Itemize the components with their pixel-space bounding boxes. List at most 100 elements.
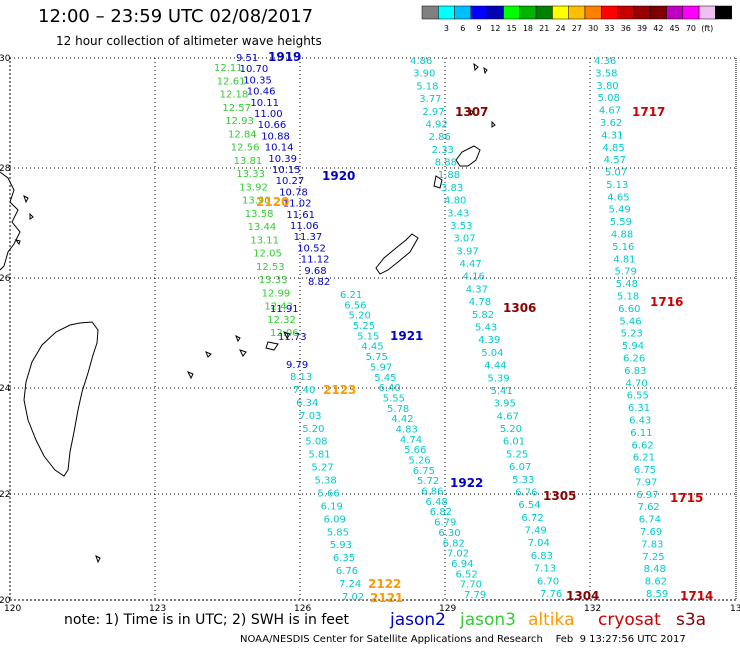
colorbar-label: 33 — [604, 24, 614, 33]
wave-height-label: 7.83 — [641, 539, 663, 550]
colorbar-label: 3 — [444, 24, 449, 33]
wave-height-label: 5.41 — [490, 386, 512, 397]
colorbar-label: 39 — [637, 24, 647, 33]
wave-height-label: 5.20 — [349, 311, 371, 322]
wave-height-label: 8.82 — [308, 277, 330, 288]
track-id-label: 1304 — [566, 589, 599, 603]
colorbar-swatch — [535, 5, 553, 20]
wave-height-label: 7.97 — [635, 477, 657, 488]
china-coast — [0, 171, 21, 271]
wave-height-label: 7.76 — [540, 589, 562, 600]
track-id-label: 1717 — [632, 105, 665, 119]
wave-height-label: 4.44 — [484, 361, 506, 372]
wave-height-label: 4.67 — [497, 411, 519, 422]
wave-height-label: 4.86 — [410, 56, 432, 67]
daito-islands — [95, 371, 194, 564]
colorbar: 3 6 9 12 15 18 21 24 27 30 33 36 39 42 45 70 (ft) — [421, 5, 732, 33]
wave-height-label: 10.14 — [265, 143, 294, 154]
wave-height-label: 7.79 — [464, 590, 486, 601]
wave-height-label: 5.78 — [387, 404, 409, 415]
wave-height-label: 7.13 — [534, 564, 556, 575]
lon-tick-label: 129 — [439, 604, 456, 614]
track-id-label: 1307 — [455, 105, 488, 119]
colorbar-label: 36 — [621, 24, 631, 33]
track-id-label: 2123 — [323, 383, 356, 397]
colorbar-swatch — [519, 5, 537, 20]
wave-height-label: 6.70 — [537, 576, 559, 587]
wave-height-label: 5.18 — [416, 81, 438, 92]
colorbar-swatch — [421, 5, 439, 20]
wave-height-label: 3.77 — [419, 94, 441, 105]
colorbar-label: 45 — [670, 24, 680, 33]
wave-height-label: 6.21 — [633, 453, 655, 464]
wave-height-label: 4.36 — [594, 56, 616, 67]
wave-height-label: 13.58 — [245, 209, 274, 220]
wave-height-label: 6.31 — [628, 403, 650, 414]
wave-height-label: 6.79 — [434, 518, 456, 529]
wave-height-label: 11.61 — [286, 210, 315, 221]
wave-height-label: 5.79 — [615, 267, 637, 278]
wave-height-label: 5.66 — [318, 488, 340, 499]
wave-height-label: 8.59 — [646, 589, 668, 600]
colorbar-label: 9 — [477, 24, 482, 33]
wave-height-label: 6.19 — [321, 501, 343, 512]
mission-s3a-label: s3a — [676, 610, 707, 630]
wave-height-label: 12.99 — [262, 288, 291, 299]
wave-height-label: 6.48 — [426, 497, 448, 508]
wave-height-label: 7.03 — [299, 411, 321, 422]
wave-height-label: 4.39 — [478, 335, 500, 346]
track-id-label: 1306 — [503, 301, 536, 315]
wave-height-label: 7.70 — [460, 580, 482, 591]
colorbar-swatch — [552, 5, 569, 20]
wave-height-label: 5.38 — [314, 476, 336, 487]
lon-tick-label: 135 — [730, 604, 740, 614]
wave-height-label: 8.13 — [290, 372, 312, 383]
wave-height-label: 1.88 — [438, 170, 460, 181]
wave-height-label: 12.43 — [264, 302, 293, 313]
wave-height-label: 6.52 — [455, 569, 477, 580]
wave-height-label: 6.72 — [521, 513, 543, 524]
wave-height-label: 5.07 — [605, 168, 627, 179]
wave-height-label: 9.51 — [236, 53, 258, 64]
wave-height-label: 4.65 — [607, 192, 629, 203]
yaeyama-outline — [205, 341, 279, 358]
wave-height-label: 5.81 — [308, 450, 330, 461]
lat-tick-label: 26 — [0, 274, 11, 284]
colorbar-label: 15 — [507, 24, 517, 33]
colorbar-label: 27 — [572, 24, 582, 33]
wave-height-label: 4.92 — [425, 119, 447, 130]
lon-tick-label: 120 — [4, 604, 21, 614]
colorbar-swatch — [486, 5, 504, 20]
track-id-label: 1305 — [543, 489, 576, 503]
track-id-label: 1920 — [322, 169, 355, 183]
wave-height-label: 6.76 — [515, 487, 537, 498]
wave-height-label: 4.83 — [396, 424, 418, 435]
wave-height-label: 2.97 — [422, 107, 444, 118]
wave-height-label: 4.37 — [466, 284, 488, 295]
wave-height-label: 10.88 — [261, 131, 290, 142]
wave-height-label: 4.31 — [601, 130, 623, 141]
wave-height-label: 9.68 — [304, 266, 326, 277]
wave-height-label: 5.08 — [598, 93, 620, 104]
wave-height-label: 7.69 — [640, 527, 662, 538]
wave-height-label: 6.94 — [451, 559, 473, 570]
lat-tick-label: 20 — [0, 596, 11, 606]
amami-outline — [455, 145, 481, 167]
wave-height-label: 5.94 — [622, 341, 644, 352]
wave-height-label: 8.48 — [644, 564, 666, 575]
wave-height-label: 11.91 — [270, 304, 299, 315]
tokunoshima-outline — [433, 175, 443, 189]
wave-height-label: 7.62 — [638, 502, 660, 513]
wave-height-label: 5.20 — [500, 424, 522, 435]
wave-height-label: 6.75 — [634, 465, 656, 476]
track-id-label: 2120 — [256, 195, 289, 209]
colorbar-swatch — [715, 5, 732, 20]
wave-height-label: 5.82 — [472, 310, 494, 321]
wave-height-label: 2.86 — [429, 132, 451, 143]
wave-height-label: 5.43 — [475, 323, 497, 334]
miyako-outline — [235, 331, 291, 343]
wave-height-label: 5.49 — [609, 205, 631, 216]
wave-height-label: 4.85 — [602, 143, 624, 154]
mission-cryosat-label: cryosat — [598, 610, 661, 630]
